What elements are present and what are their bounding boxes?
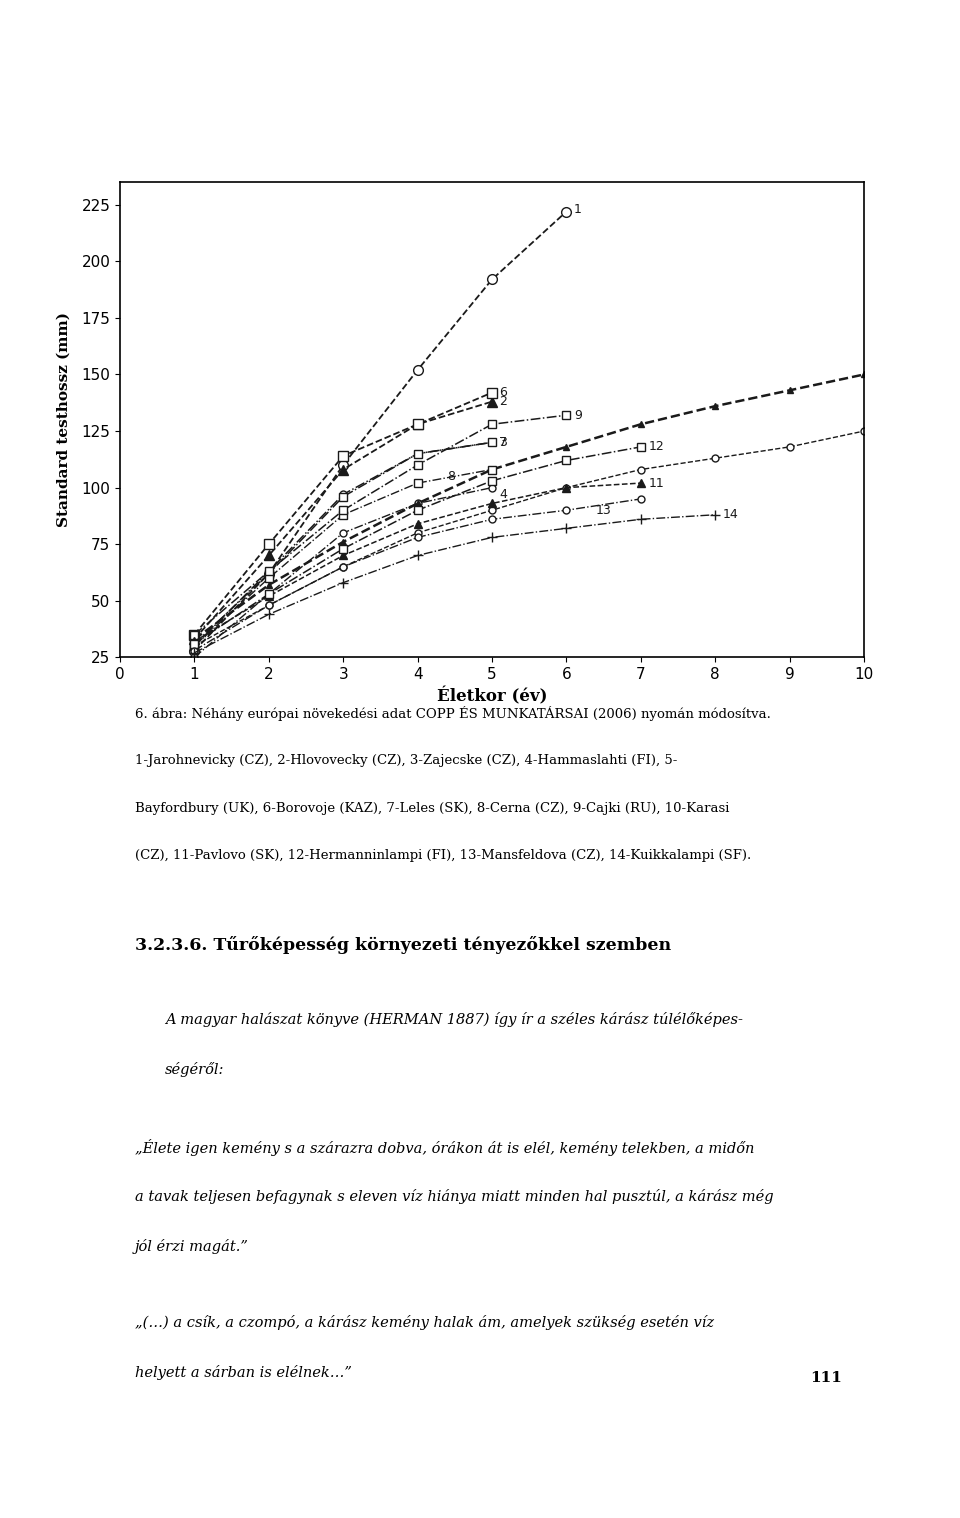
Text: 8: 8 <box>447 469 455 483</box>
Text: 4: 4 <box>499 487 507 501</box>
Text: 6: 6 <box>499 386 507 399</box>
Text: „(…) a csík, a czompó, a kárász kemény halak ám, amelyek szükség esetén víz: „(…) a csík, a czompó, a kárász kemény h… <box>134 1315 714 1330</box>
Text: jól érzi magát.”: jól érzi magát.” <box>134 1239 249 1254</box>
X-axis label: Életkor (év): Életkor (év) <box>437 688 547 706</box>
Text: 1-Jarohnevicky (CZ), 2-Hlovovecky (CZ), 3-Zajecske (CZ), 4-Hammaslahti (FI), 5-: 1-Jarohnevicky (CZ), 2-Hlovovecky (CZ), … <box>134 753 677 767</box>
Text: 13: 13 <box>596 504 612 516</box>
Text: 2: 2 <box>499 395 507 408</box>
Text: (CZ), 11-Pavlovo (SK), 12-Hermanninlampi (FI), 13-Mansfeldova (CZ), 14-Kuikkalam: (CZ), 11-Pavlovo (SK), 12-Hermanninlampi… <box>134 850 751 862</box>
Text: 6. ábra: Néhány európai növekedési adat COPP ÉS MUNKATÁRSAI (2006) nyomán módosí: 6. ábra: Néhány európai növekedési adat … <box>134 706 771 721</box>
Text: 14: 14 <box>723 509 738 521</box>
Text: Bayfordbury (UK), 6-Borovoje (KAZ), 7-Leles (SK), 8-Cerna (CZ), 9-Cajki (RU), 10: Bayfordbury (UK), 6-Borovoje (KAZ), 7-Le… <box>134 802 730 815</box>
Text: „Élete igen kemény s a szárazra dobva, órákon át is elél, kemény telekben, a mid: „Élete igen kemény s a szárazra dobva, ó… <box>134 1138 755 1155</box>
Text: 3.2.3.6. Tűrőképesség környezeti tényezőkkel szemben: 3.2.3.6. Tűrőképesség környezeti tényező… <box>134 937 671 953</box>
Text: 1: 1 <box>574 203 582 216</box>
Text: 11: 11 <box>648 477 664 490</box>
Text: 3: 3 <box>499 436 507 449</box>
Text: A magyar halászat könyve (HERMAN 1887) így ír a széles kárász túlélőképes-: A magyar halászat könyve (HERMAN 1887) í… <box>165 1013 743 1028</box>
Text: ségéről:: ségéről: <box>165 1063 224 1078</box>
Text: 7: 7 <box>499 436 508 449</box>
Text: 9: 9 <box>574 408 582 422</box>
Y-axis label: Standard testhossz (mm): Standard testhossz (mm) <box>57 313 70 527</box>
Text: helyett a sárban is elélnek…”: helyett a sárban is elélnek…” <box>134 1365 351 1380</box>
Text: 12: 12 <box>648 440 664 454</box>
Text: 111: 111 <box>810 1371 842 1384</box>
Text: a tavak teljesen befagynak s eleven víz hiánya miatt minden hal pusztúl, a kárás: a tavak teljesen befagynak s eleven víz … <box>134 1189 774 1204</box>
